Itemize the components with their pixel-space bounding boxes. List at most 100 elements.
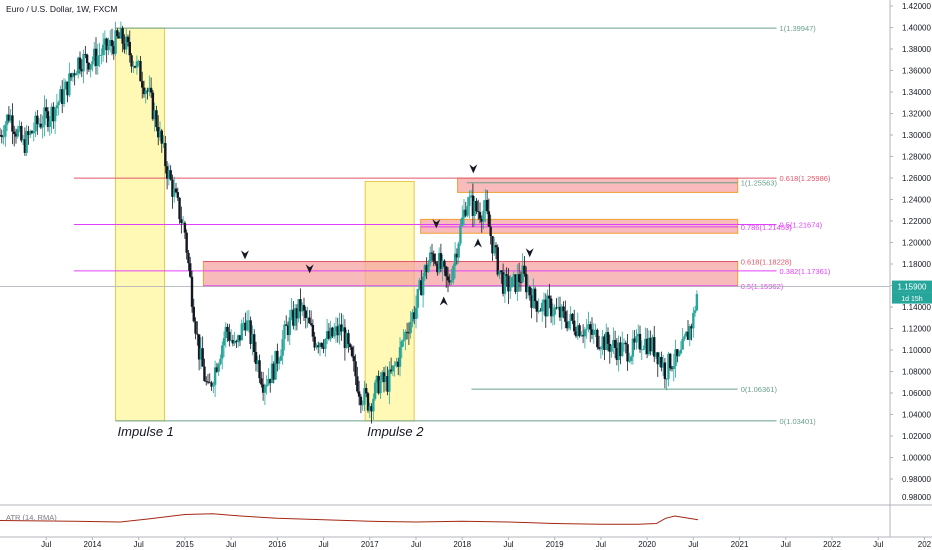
pivot-marker-7 <box>473 238 482 248</box>
candle-body <box>301 304 304 312</box>
candle-body <box>45 107 48 112</box>
candle-body <box>48 121 51 127</box>
candle-body <box>517 274 521 283</box>
candle-body <box>311 325 315 337</box>
candle-body <box>103 38 107 45</box>
x-tick-label: Jul <box>134 540 144 549</box>
candle-body <box>606 332 610 344</box>
candle-body <box>647 337 651 355</box>
candle-body <box>349 344 352 348</box>
candle-body <box>101 44 105 55</box>
candle-body <box>37 123 41 125</box>
candle-body <box>539 310 542 312</box>
candle-body <box>146 90 149 92</box>
candle-body <box>283 324 286 340</box>
x-tick-label: Jul <box>781 540 791 549</box>
candle-body <box>110 40 114 46</box>
candle-body <box>530 295 533 308</box>
candle-body <box>41 125 44 128</box>
candle-body <box>318 343 322 348</box>
candle-body <box>384 376 387 383</box>
candle-body <box>567 321 571 329</box>
candle-body <box>679 349 683 354</box>
candle-body <box>633 338 636 343</box>
pivot-marker-5 <box>525 248 534 258</box>
pivot-marker-4 <box>469 164 478 174</box>
candle-body <box>162 143 165 144</box>
candle-body <box>665 378 668 380</box>
candle-body <box>421 276 425 296</box>
fib-label-4: 0.382(1.17361) <box>780 267 831 276</box>
candle-body <box>217 364 220 372</box>
candle-body <box>292 309 295 326</box>
y-tick-label: 1.08000 <box>902 368 931 377</box>
candle-body <box>62 89 66 105</box>
candle-body <box>388 369 391 392</box>
y-tick-label: 1.06000 <box>902 389 931 398</box>
y-tick-label: 1.18000 <box>902 260 931 269</box>
candle-body <box>477 211 480 213</box>
candle-body <box>11 115 14 132</box>
candle-body <box>149 87 153 93</box>
candle-body <box>473 200 476 216</box>
candle-body <box>286 325 290 336</box>
candle-body <box>405 331 409 333</box>
candle-body <box>663 362 667 380</box>
candle-body <box>377 376 380 394</box>
candle-body <box>532 288 535 308</box>
countdown-tag <box>892 292 932 304</box>
impulse-label-1: Impulse 1 <box>118 424 174 439</box>
atr-line <box>0 513 699 525</box>
candle-body <box>114 30 117 54</box>
candle-body <box>501 272 505 294</box>
candle-body <box>105 38 108 51</box>
candle-body <box>624 342 627 345</box>
x-tick-label: Jul <box>596 540 606 549</box>
x-tick-label: Jul <box>226 540 236 549</box>
candle-body <box>400 341 403 348</box>
candle-body <box>299 299 302 312</box>
candle-body <box>670 368 674 370</box>
candle-body <box>130 55 133 67</box>
candle-body <box>36 115 39 125</box>
candle-body <box>514 274 517 292</box>
x-tick-label: 2016 <box>268 540 286 549</box>
candle-body <box>237 335 240 343</box>
fib-label-10: 0(1.06361) <box>741 385 778 394</box>
candle-body <box>91 61 94 65</box>
candle-body <box>94 48 98 66</box>
candle-body <box>192 306 195 322</box>
candle-body <box>375 376 379 383</box>
candle-body <box>578 325 581 337</box>
candle-body <box>464 209 467 216</box>
candle-body <box>576 325 579 337</box>
candle-body <box>669 353 672 369</box>
x-tick-label: 202 <box>918 540 932 549</box>
candle-body <box>85 54 89 64</box>
x-tick-label: Jul <box>41 540 51 549</box>
candle-body <box>133 66 137 68</box>
candle-body <box>100 54 103 56</box>
candle-body <box>39 123 43 128</box>
candle-body <box>445 266 448 277</box>
candle-body <box>174 188 178 193</box>
candle-body <box>509 287 512 292</box>
candle-body <box>210 382 213 387</box>
candle-body <box>238 335 242 341</box>
candle-body <box>242 322 245 324</box>
candle-body <box>537 310 540 312</box>
pivot-marker-3 <box>432 219 441 229</box>
candle-body <box>437 253 441 273</box>
candle-body <box>635 336 638 343</box>
candle-body <box>222 338 226 346</box>
y-tick-label: 1.12000 <box>902 325 931 334</box>
candle-body <box>315 345 318 348</box>
y-tick-label: 1.02000 <box>902 432 931 441</box>
candle-body <box>498 270 501 275</box>
candle-body <box>151 92 155 120</box>
candle-body <box>681 339 684 350</box>
candle-body <box>189 263 192 277</box>
candle-body <box>413 312 416 319</box>
candle-body <box>270 363 274 384</box>
candle-body <box>692 312 695 329</box>
